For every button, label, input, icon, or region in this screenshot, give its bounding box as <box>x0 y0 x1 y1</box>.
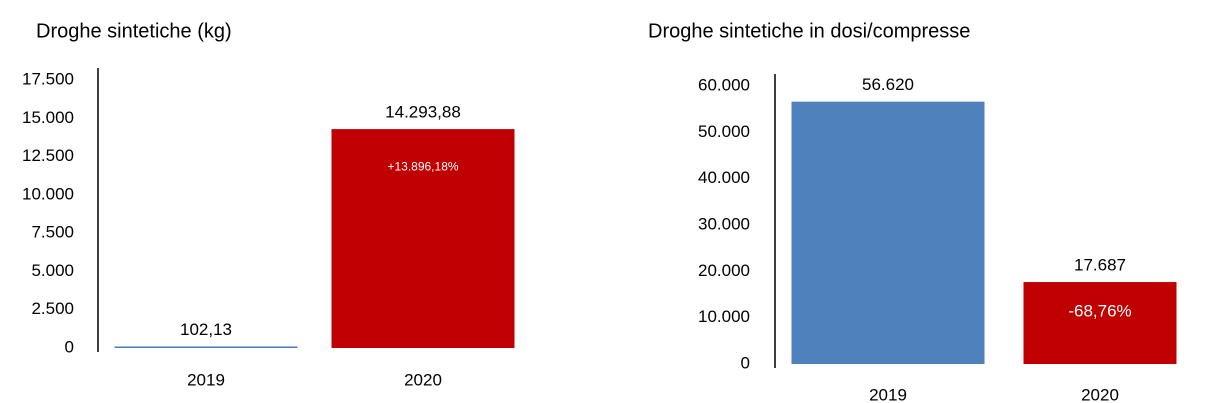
y-tick-label: 7.500 <box>31 223 74 242</box>
bar <box>114 346 298 348</box>
y-tick-label: 12.500 <box>22 146 74 165</box>
value-label: 102,13 <box>180 320 232 339</box>
value-label: 56.620 <box>862 75 914 94</box>
value-label: 14.293,88 <box>385 103 461 122</box>
bar <box>1023 282 1177 364</box>
y-tick-label: 20.000 <box>698 261 750 280</box>
value-label: 17.687 <box>1074 256 1126 275</box>
annotation: -68,76% <box>1068 302 1131 321</box>
bar <box>331 129 515 348</box>
x-tick-label: 2020 <box>1081 385 1119 403</box>
y-tick-label: 2.500 <box>31 299 74 318</box>
chart-title: Droghe sintetiche in dosi/compresse <box>648 20 970 42</box>
y-tick-label: 5.000 <box>31 261 74 280</box>
y-tick-label: 15.000 <box>22 108 74 127</box>
chart-title: Droghe sintetiche (kg) <box>36 20 232 42</box>
y-tick-label: 10.000 <box>698 307 750 326</box>
y-tick-label: 40.000 <box>698 168 750 187</box>
x-tick-label: 2019 <box>187 370 225 389</box>
y-tick-label: 50.000 <box>698 122 750 141</box>
y-tick-label: 0 <box>65 337 74 356</box>
x-tick-label: 2019 <box>869 385 907 403</box>
y-tick-label: 0 <box>741 353 750 372</box>
y-tick-label: 30.000 <box>698 214 750 233</box>
annotation: +13.896,18% <box>387 159 458 173</box>
y-tick-label: 10.000 <box>22 184 74 203</box>
x-tick-label: 2020 <box>404 370 442 389</box>
bar <box>791 101 985 364</box>
y-tick-label: 17.500 <box>22 69 74 88</box>
y-tick-label: 60.000 <box>698 75 750 94</box>
